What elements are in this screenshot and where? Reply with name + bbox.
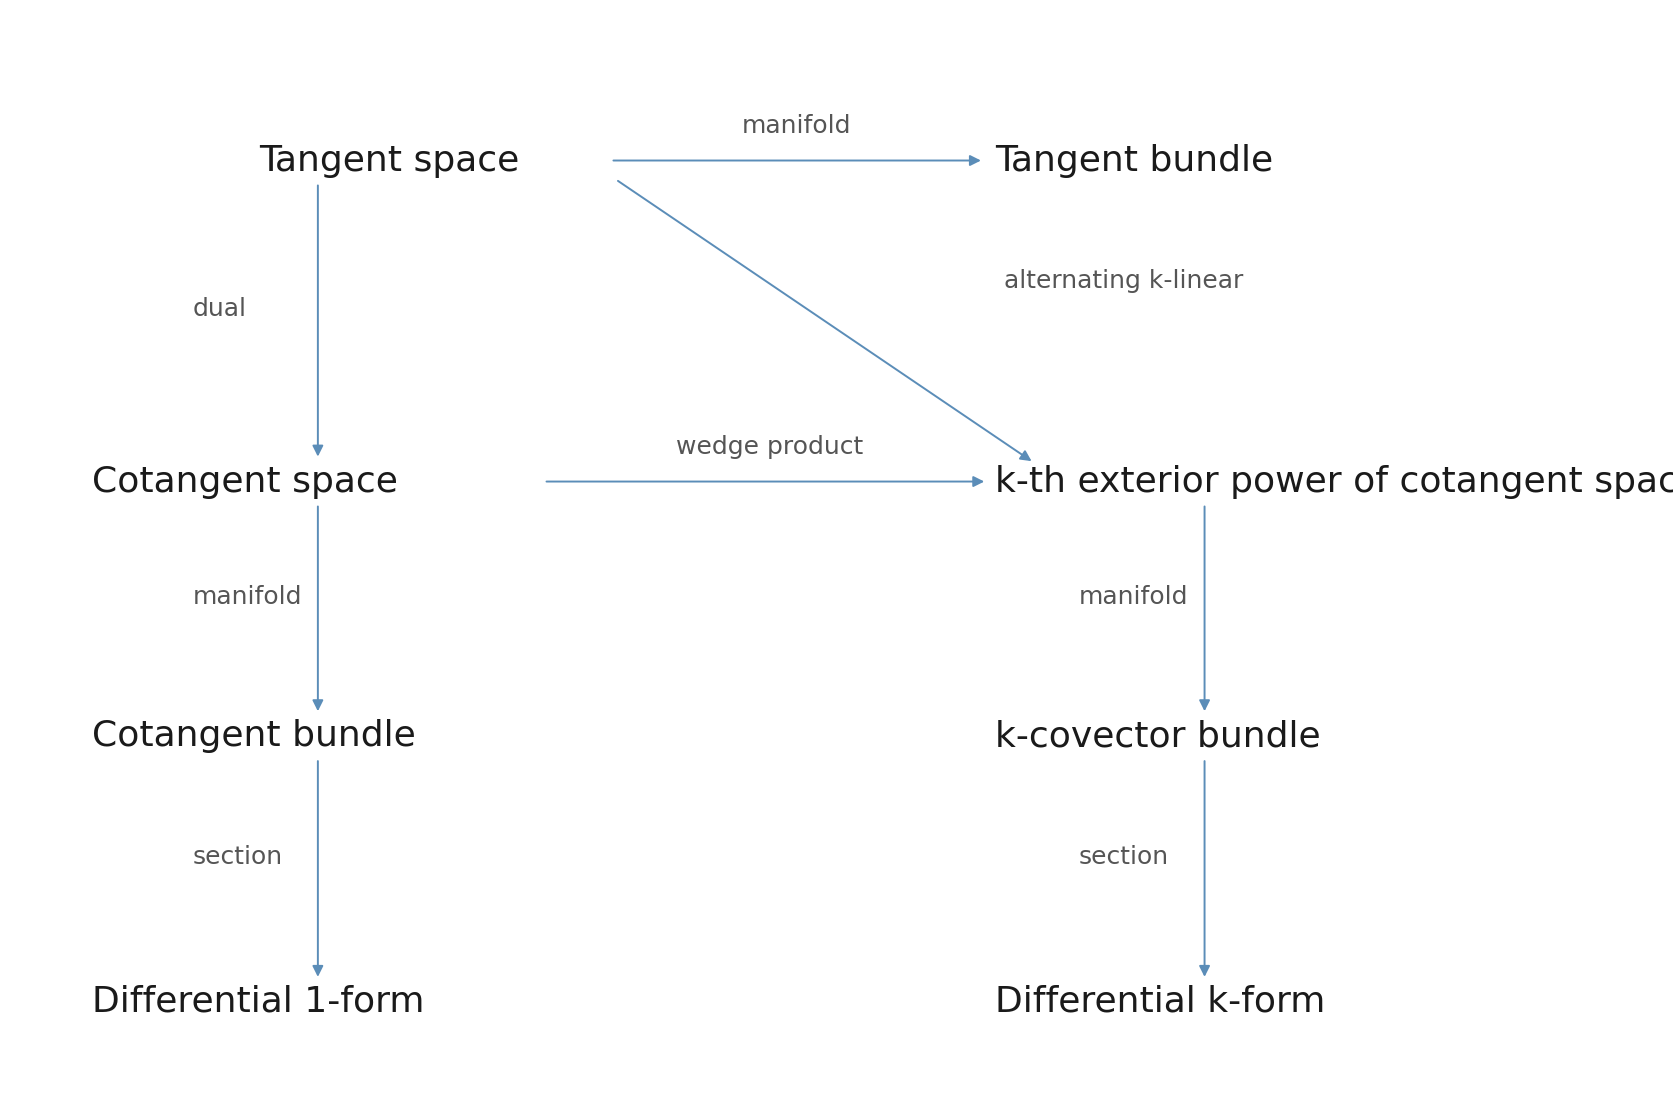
- Text: section: section: [1079, 845, 1169, 869]
- Text: Cotangent space: Cotangent space: [92, 465, 398, 498]
- Text: manifold: manifold: [192, 584, 301, 609]
- Text: k-th exterior power of cotangent space: k-th exterior power of cotangent space: [995, 465, 1673, 498]
- Text: k-covector bundle: k-covector bundle: [995, 720, 1322, 753]
- Text: manifold: manifold: [1079, 584, 1188, 609]
- Text: Tangent space: Tangent space: [259, 144, 520, 177]
- Text: Differential k-form: Differential k-form: [995, 985, 1325, 1018]
- Text: Differential 1-form: Differential 1-form: [92, 985, 425, 1018]
- Text: Tangent bundle: Tangent bundle: [995, 144, 1273, 177]
- Text: alternating k-linear: alternating k-linear: [1004, 269, 1243, 293]
- Text: dual: dual: [192, 297, 246, 321]
- Text: manifold: manifold: [741, 114, 852, 138]
- Text: Cotangent bundle: Cotangent bundle: [92, 720, 417, 753]
- Text: wedge product: wedge product: [676, 435, 863, 459]
- Text: section: section: [192, 845, 283, 869]
